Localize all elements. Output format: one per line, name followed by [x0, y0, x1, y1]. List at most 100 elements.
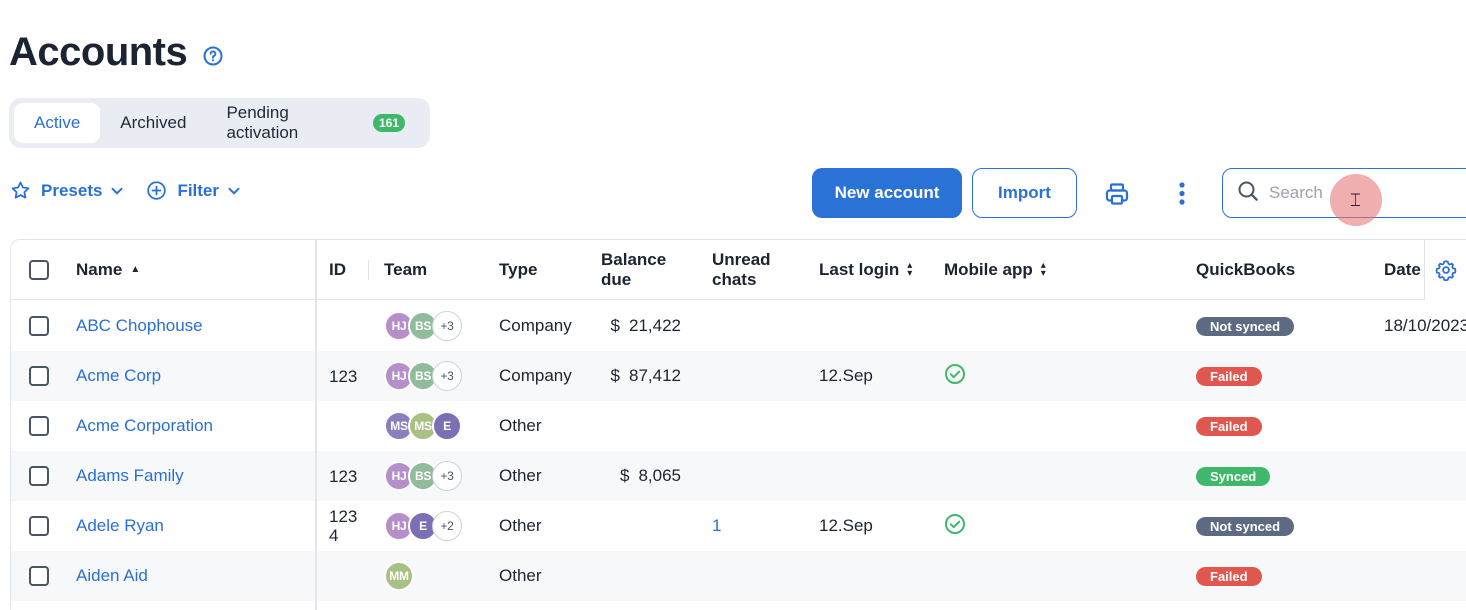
- row-select-cell: [29, 451, 49, 501]
- printer-icon[interactable]: [1104, 181, 1130, 207]
- id-cell: 123 4: [329, 507, 358, 545]
- quickbooks-cell: Failed: [1196, 351, 1262, 401]
- status-badge: Failed: [1196, 366, 1262, 386]
- account-name-link[interactable]: Adams Family: [76, 466, 184, 485]
- more-members-avatar[interactable]: +3: [432, 311, 462, 341]
- team-avatars: HJ BS +3: [384, 461, 462, 491]
- table-row[interactable]: ABC Chophouse HJ BS +3 Company $21,422 Not…: [11, 301, 1466, 351]
- id-cell: [329, 301, 379, 351]
- id-cell: 123: [329, 366, 358, 386]
- name-cell: Acme Corp: [76, 351, 161, 401]
- currency-symbol: $: [610, 316, 620, 335]
- account-name-link[interactable]: Acme Corporation: [76, 416, 214, 435]
- mobile-app-cell: [944, 351, 966, 401]
- column-header-label: Name: [76, 260, 123, 279]
- column-header-label: Balance: [601, 250, 667, 269]
- filter-label: Filter: [177, 180, 219, 200]
- team-cell: HJ BS +3: [384, 451, 462, 501]
- column-header-label: Unread: [712, 250, 771, 269]
- column-header-mobile-app[interactable]: Mobile app ▴ ▾: [944, 240, 1184, 300]
- help-circle-icon[interactable]: [203, 46, 223, 66]
- row-checkbox[interactable]: [29, 466, 49, 486]
- row-checkbox[interactable]: [29, 416, 49, 436]
- balance-cell: [601, 551, 681, 601]
- account-name-link[interactable]: Adele Ryan: [76, 516, 164, 535]
- currency-symbol: $: [610, 366, 620, 385]
- table-row[interactable]: Acme Corp 123 HJ BS +3 Company $87,412 12.…: [11, 351, 1466, 401]
- presets-button[interactable]: Presets: [10, 180, 124, 201]
- unread-chats-cell[interactable]: 1: [712, 516, 722, 535]
- table-row[interactable]: Adams Family 123 HJ BS +3 Other $8,065 Syn…: [11, 451, 1466, 501]
- check-circle-icon: [944, 363, 966, 390]
- row-select-cell: [29, 551, 49, 601]
- account-name-link[interactable]: Acme Corp: [76, 366, 162, 385]
- page-header: Accounts: [9, 30, 223, 75]
- table-row[interactable]: Acme Corporation MS MS E Other Failed: [11, 401, 1466, 451]
- sort-asc-icon: ▲: [130, 264, 141, 275]
- row-checkbox[interactable]: [29, 516, 49, 536]
- table-row[interactable]: Adele Ryan 123 4 HJ E +2 Other 1 12.Sep No…: [11, 501, 1466, 551]
- chevron-down-icon: [227, 184, 241, 198]
- row-select-cell: [29, 301, 49, 351]
- currency-symbol: $: [619, 466, 630, 485]
- table-row[interactable]: Aiden Aid MM Other Failed: [11, 551, 1466, 601]
- presets-label: Presets: [41, 180, 103, 200]
- row-checkbox[interactable]: [29, 316, 49, 336]
- column-header-team[interactable]: Team: [384, 240, 484, 300]
- column-header-unread-chats[interactable]: Unread chats: [712, 240, 802, 300]
- column-header-balance-due[interactable]: Balance due: [601, 240, 697, 300]
- column-header-name[interactable]: Name ▲: [76, 240, 176, 300]
- row-checkbox[interactable]: [29, 566, 49, 586]
- balance-amount: 21,422: [629, 316, 681, 335]
- sort-icon: ▴ ▾: [1040, 260, 1046, 279]
- column-header-id[interactable]: ID: [329, 240, 369, 300]
- quickbooks-cell: Failed: [1196, 401, 1262, 451]
- account-name-link[interactable]: ABC Chophouse: [76, 316, 203, 335]
- filter-button[interactable]: Filter: [146, 180, 241, 201]
- chevron-down-icon: [110, 184, 124, 198]
- tab-archived[interactable]: Archived: [100, 103, 206, 143]
- import-button[interactable]: Import: [972, 168, 1077, 218]
- more-vertical-icon[interactable]: [1172, 180, 1192, 208]
- type-cell: Company: [499, 366, 572, 385]
- filter-toolbar: Presets Filter: [10, 180, 241, 201]
- name-cell: Acme Corporation: [76, 401, 213, 451]
- row-checkbox[interactable]: [29, 366, 49, 386]
- column-header-label: Team: [384, 260, 428, 279]
- more-members-avatar[interactable]: +3: [432, 361, 462, 391]
- id-cell: [329, 551, 379, 601]
- balance-amount: 87,412: [629, 366, 681, 385]
- column-header-date[interactable]: Date: [1384, 240, 1424, 300]
- accounts-table: Name ▲ ID Team Type Balance due Unread chat…: [10, 239, 1466, 610]
- column-header-quickbooks[interactable]: QuickBooks: [1196, 240, 1366, 300]
- team-avatars: HJ BS +3: [384, 361, 462, 391]
- count-badge: 161: [372, 114, 405, 132]
- team-cell: HJ BS +3: [384, 351, 462, 401]
- tab-label: Active: [34, 113, 81, 132]
- column-header-type[interactable]: Type: [499, 240, 585, 300]
- balance-amount: 8,065: [638, 466, 681, 485]
- status-badge: Synced: [1196, 466, 1271, 486]
- more-members-avatar[interactable]: +3: [432, 461, 462, 491]
- gear-icon[interactable]: [1424, 240, 1466, 300]
- quickbooks-cell: Not synced: [1196, 501, 1295, 551]
- tab-pending-activation[interactable]: Pending activation 161: [206, 103, 425, 143]
- avatar[interactable]: MS: [384, 411, 414, 441]
- team-avatars: MM: [384, 561, 414, 591]
- column-header-last-login[interactable]: Last login ▴ ▾: [819, 240, 929, 300]
- status-tabs: Active Archived Pending activation 161: [9, 98, 430, 148]
- more-members-avatar[interactable]: +2: [432, 511, 462, 541]
- balance-cell: $21,422: [601, 301, 681, 351]
- select-all-checkbox[interactable]: [29, 260, 49, 280]
- avatar[interactable]: BS: [408, 461, 438, 491]
- balance-cell: $8,065: [601, 451, 681, 501]
- new-account-button[interactable]: New account: [812, 168, 962, 218]
- star-icon: [10, 180, 31, 201]
- status-badge: Failed: [1196, 566, 1262, 586]
- avatar[interactable]: MM: [384, 561, 414, 591]
- column-header-label: Last login: [819, 260, 900, 279]
- avatar[interactable]: E: [432, 411, 462, 441]
- tab-active[interactable]: Active: [14, 103, 101, 143]
- select-all-cell: [29, 240, 69, 300]
- account-name-link[interactable]: Aiden Aid: [76, 566, 148, 585]
